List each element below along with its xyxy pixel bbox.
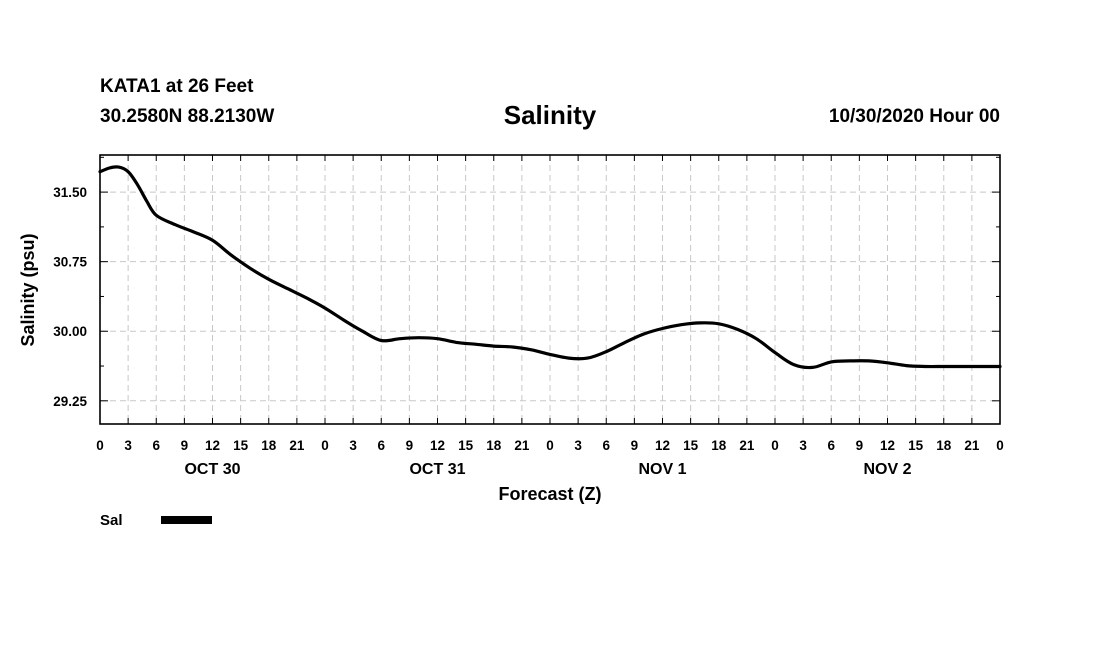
x-tick-label: 3 [349,438,357,453]
x-tick-label: 12 [655,438,670,453]
station-coordinates: 30.2580N 88.2130W [100,106,275,127]
day-label: NOV 1 [638,461,686,478]
y-tick-label: 30.00 [53,324,87,339]
x-tick-label: 21 [964,438,980,453]
day-label: OCT 30 [184,461,240,478]
legend-label-sal: Sal [100,512,123,529]
x-tick-label: 3 [124,438,132,453]
x-tick-label: 15 [683,438,699,453]
day-labels: OCT 30 OCT 31 NOV 1 NOV 2 [184,461,911,478]
series-group [98,165,1002,370]
chart-title: Salinity [503,100,597,130]
series-line-sal [98,165,1002,370]
x-tick-label: 18 [936,438,952,453]
x-tick-label: 0 [96,438,104,453]
y-tick-label: 31.50 [53,185,87,200]
x-tick-label: 15 [233,438,249,453]
x-tick-label: 9 [631,438,639,453]
x-tick-label: 21 [289,438,305,453]
x-tick-label: 18 [711,438,727,453]
x-tick-label: 0 [321,438,329,453]
x-tick-label: 0 [546,438,554,453]
grid-lines [100,155,1000,424]
x-tick-label: 18 [486,438,502,453]
x-tick-label: 12 [205,438,220,453]
x-tick-label: 21 [514,438,530,453]
y-axis-ticks: 29.25 30.00 30.75 31.50 [53,156,1000,409]
x-tick-label: 6 [377,438,385,453]
x-axis-label: Forecast (Z) [498,484,601,504]
x-tick-label: 6 [602,438,610,453]
x-tick-label: 9 [856,438,864,453]
x-tick-label: 15 [908,438,924,453]
x-tick-label: 3 [574,438,582,453]
y-tick-label: 29.25 [53,394,87,409]
y-axis-label: Salinity (psu) [18,233,38,346]
x-tick-label: 3 [799,438,807,453]
day-label: NOV 2 [863,461,911,478]
x-tick-label: 15 [458,438,474,453]
x-tick-label: 6 [827,438,835,453]
legend-swatch-sal [161,516,212,524]
x-tick-label: 18 [261,438,277,453]
station-title: KATA1 at 26 Feet [100,76,254,97]
y-tick-label: 30.75 [53,255,87,270]
legend: Sal [100,512,212,529]
x-tick-label: 21 [739,438,755,453]
x-tick-label: 9 [406,438,414,453]
x-tick-label: 0 [996,438,1004,453]
x-tick-label: 0 [771,438,779,453]
x-tick-label: 12 [430,438,445,453]
x-tick-label: 9 [181,438,189,453]
day-label: OCT 31 [409,461,465,478]
x-tick-label: 12 [880,438,895,453]
x-axis-ticks: 0 3 6 9 12 15 18 21 0 3 6 9 12 15 18 21 0 3 6 9 12 15 18 21 0 3 6 9… [96,155,1004,453]
forecast-date: 10/30/2020 Hour 00 [828,106,1000,127]
x-tick-label: 6 [152,438,160,453]
